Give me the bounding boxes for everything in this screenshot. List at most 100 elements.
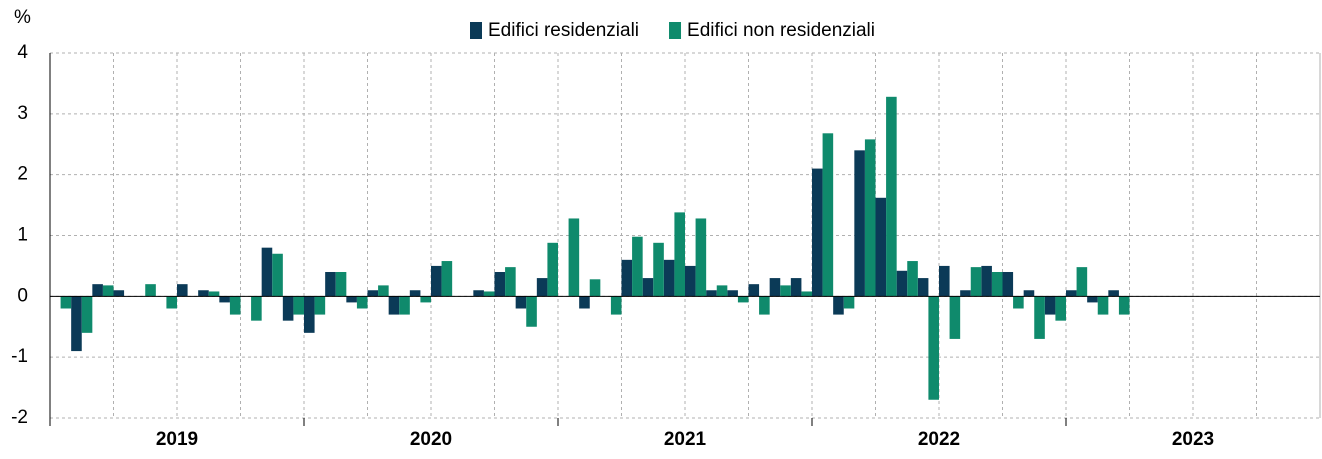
bar: [282, 296, 294, 321]
legend-label: Edifici residenziali: [488, 20, 639, 41]
bar: [399, 296, 410, 315]
bar: [1002, 272, 1014, 297]
legend-swatch: [470, 22, 482, 39]
bar: [261, 247, 273, 297]
bar: [547, 242, 558, 297]
bar: [367, 290, 379, 297]
bar: [409, 290, 421, 297]
bar: [1118, 296, 1130, 315]
x-tick-label: 2023: [1172, 429, 1214, 450]
bar: [568, 218, 580, 297]
bar: [1013, 296, 1024, 309]
y-tick-label: -2: [11, 407, 28, 428]
y-tick-label: 0: [17, 285, 28, 306]
bar: [483, 291, 495, 297]
bar: [388, 296, 400, 315]
bar: [1055, 296, 1066, 321]
bar: [494, 272, 506, 297]
y-tick-label: 1: [17, 225, 28, 246]
bar: [526, 296, 537, 327]
bar: [769, 278, 781, 297]
y-tick-label: 2: [17, 164, 28, 185]
bar: [822, 133, 834, 297]
bar: [272, 253, 283, 297]
bar: [1076, 267, 1088, 297]
bar: [780, 285, 791, 297]
bar: [145, 284, 156, 297]
bar: [473, 290, 484, 297]
bar: [356, 296, 368, 309]
bar: [843, 296, 855, 309]
bar: [81, 296, 93, 333]
bar: [92, 284, 103, 297]
bar: [304, 296, 315, 333]
bar: [949, 296, 961, 339]
bar: [314, 296, 326, 315]
bar: [378, 285, 389, 297]
bar: [515, 296, 527, 309]
bar: [293, 296, 304, 315]
bar: [748, 284, 760, 297]
bar: [60, 296, 72, 309]
bar: [198, 290, 209, 297]
bar: [325, 272, 336, 297]
bar: [685, 265, 696, 297]
bar: [229, 296, 241, 315]
bar: [833, 296, 844, 315]
bar: [716, 285, 728, 297]
x-tick-label: 2022: [918, 429, 960, 450]
bar: [737, 296, 749, 303]
bar: [113, 290, 125, 297]
bar: [589, 279, 601, 297]
bar: [907, 261, 918, 297]
bar: [579, 296, 590, 309]
bar: [1108, 290, 1119, 297]
bar: [759, 296, 770, 315]
bar: [674, 212, 685, 297]
bar: [854, 150, 865, 297]
bar: [695, 218, 707, 297]
bar: [1097, 296, 1109, 315]
bar: [632, 236, 643, 297]
bar: [505, 267, 516, 297]
bar: [960, 290, 971, 297]
bar: [939, 265, 950, 297]
bar: [875, 197, 887, 297]
bar: [536, 278, 548, 297]
y-axis-label: %: [14, 7, 31, 28]
bar: [166, 296, 177, 309]
bar: [917, 278, 929, 297]
x-tick-label: 2019: [156, 429, 198, 450]
bar: [812, 168, 823, 297]
bar: [71, 296, 82, 352]
bar: [102, 285, 114, 297]
legend-label: Edifici non residenziali: [687, 20, 875, 41]
bar: [1087, 296, 1098, 303]
bar: [420, 296, 431, 303]
bar: [1034, 296, 1045, 339]
bar: [790, 278, 802, 297]
bar: [928, 296, 939, 400]
y-tick-label: 3: [17, 103, 28, 124]
bar: [886, 96, 897, 297]
bar: [1044, 296, 1056, 315]
bar: [621, 259, 633, 297]
bar: [208, 291, 220, 297]
bar: [991, 272, 1003, 297]
legend-swatch: [669, 22, 682, 39]
bar: [727, 290, 738, 297]
bar: [706, 290, 717, 297]
x-tick-label: 2021: [664, 429, 707, 450]
bar: [431, 265, 442, 297]
bar: [642, 278, 654, 297]
bar: [1066, 290, 1077, 297]
bar: [219, 296, 230, 303]
bar: [864, 139, 876, 297]
bar: [1023, 290, 1035, 297]
bar: [896, 270, 908, 297]
bar: [663, 259, 675, 297]
bar: [653, 242, 664, 297]
bar: [251, 296, 262, 321]
bar: [335, 272, 347, 297]
